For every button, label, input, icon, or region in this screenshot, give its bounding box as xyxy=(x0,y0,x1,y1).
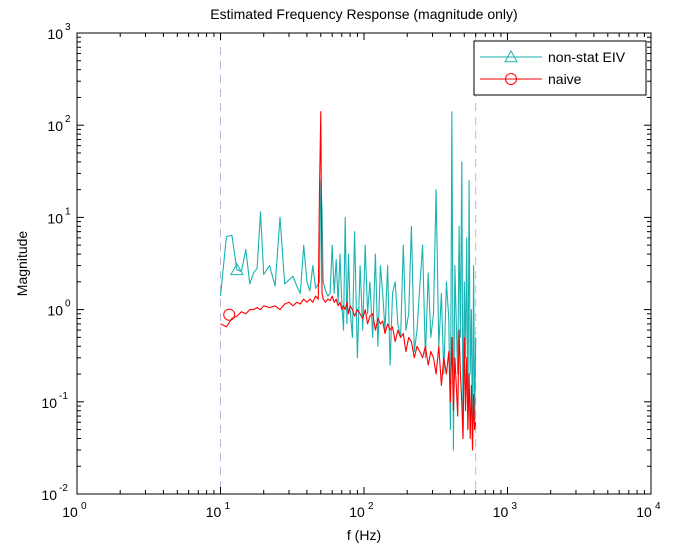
y-tick-label-0: 10 xyxy=(41,487,57,503)
y-tick-exponent-4: 2 xyxy=(65,114,71,125)
series-marker-triangle xyxy=(230,262,244,276)
y-tick-label-2: 10 xyxy=(47,303,63,319)
x-tick-exponent-1: 1 xyxy=(225,501,231,512)
chart-title: Estimated Frequency Response (magnitude … xyxy=(210,6,517,22)
x-tick-label-0: 10 xyxy=(62,504,78,520)
legend: non-stat EIV naive xyxy=(473,40,647,96)
x-tick-exponent-2: 2 xyxy=(368,501,374,512)
series-line-naive xyxy=(220,111,477,451)
x-tick-exponent-3: 3 xyxy=(512,501,518,512)
y-axis-label: Magnitude xyxy=(14,231,30,297)
y-tick-exponent-0: -2 xyxy=(59,483,68,494)
axis-ticks: 10 0 10 1 10 2 10 3 10 410 -210 -110 010 110 210 3 xyxy=(41,22,661,520)
y-tick-label-3: 10 xyxy=(47,210,63,226)
y-tick-label-4: 10 xyxy=(47,118,63,134)
y-tick-exponent-2: 0 xyxy=(65,299,71,310)
x-tick-label-1: 10 xyxy=(206,504,222,520)
legend-label-1: naive xyxy=(548,71,582,87)
reference-lines xyxy=(220,33,477,494)
y-tick-exponent-1: -1 xyxy=(59,391,68,402)
y-tick-label-5: 10 xyxy=(47,26,63,42)
legend-box xyxy=(473,40,647,96)
series-line-non-stat-eiv xyxy=(219,111,477,451)
legend-marker-triangle xyxy=(504,49,518,63)
x-axis-label: f (Hz) xyxy=(347,527,381,543)
x-tick-label-2: 10 xyxy=(349,504,365,520)
x-tick-exponent-0: 0 xyxy=(81,501,87,512)
x-tick-label-4: 10 xyxy=(636,504,652,520)
series-marker-circle xyxy=(223,308,236,321)
y-tick-exponent-5: 3 xyxy=(65,22,71,33)
x-tick-exponent-4: 4 xyxy=(655,501,661,512)
y-tick-exponent-3: 1 xyxy=(65,206,71,217)
series-layer xyxy=(219,111,477,451)
y-tick-label-1: 10 xyxy=(41,395,57,411)
legend-marker-circle xyxy=(505,73,517,85)
legend-label-0: non-stat EIV xyxy=(548,49,626,65)
x-tick-label-3: 10 xyxy=(493,504,509,520)
